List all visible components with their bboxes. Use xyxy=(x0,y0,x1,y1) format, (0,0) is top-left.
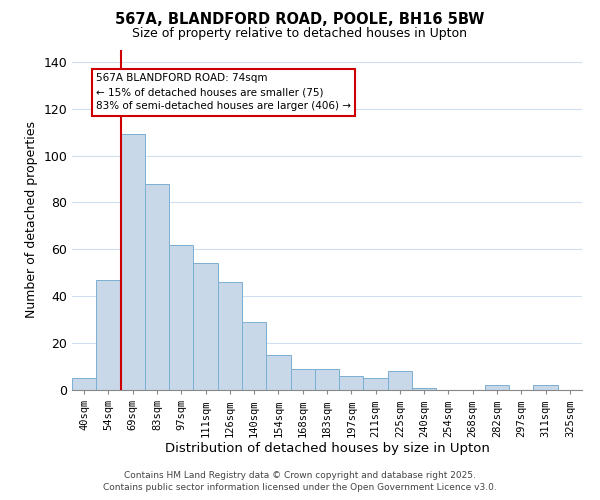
Bar xyxy=(533,386,558,390)
Bar xyxy=(485,386,509,390)
Bar xyxy=(266,355,290,390)
Text: Size of property relative to detached houses in Upton: Size of property relative to detached ho… xyxy=(133,28,467,40)
Text: Contains public sector information licensed under the Open Government Licence v3: Contains public sector information licen… xyxy=(103,484,497,492)
Bar xyxy=(388,371,412,390)
Text: Contains HM Land Registry data © Crown copyright and database right 2025.: Contains HM Land Registry data © Crown c… xyxy=(124,471,476,480)
Bar xyxy=(290,369,315,390)
Bar xyxy=(169,244,193,390)
Bar xyxy=(96,280,121,390)
Bar xyxy=(145,184,169,390)
Bar xyxy=(364,378,388,390)
Bar xyxy=(339,376,364,390)
Bar xyxy=(193,264,218,390)
Text: 567A, BLANDFORD ROAD, POOLE, BH16 5BW: 567A, BLANDFORD ROAD, POOLE, BH16 5BW xyxy=(115,12,485,28)
Bar xyxy=(218,282,242,390)
Bar xyxy=(412,388,436,390)
Bar xyxy=(72,378,96,390)
X-axis label: Distribution of detached houses by size in Upton: Distribution of detached houses by size … xyxy=(164,442,490,455)
Bar xyxy=(242,322,266,390)
Text: 567A BLANDFORD ROAD: 74sqm
← 15% of detached houses are smaller (75)
83% of semi: 567A BLANDFORD ROAD: 74sqm ← 15% of deta… xyxy=(96,74,351,112)
Bar xyxy=(121,134,145,390)
Bar xyxy=(315,369,339,390)
Y-axis label: Number of detached properties: Number of detached properties xyxy=(25,122,38,318)
